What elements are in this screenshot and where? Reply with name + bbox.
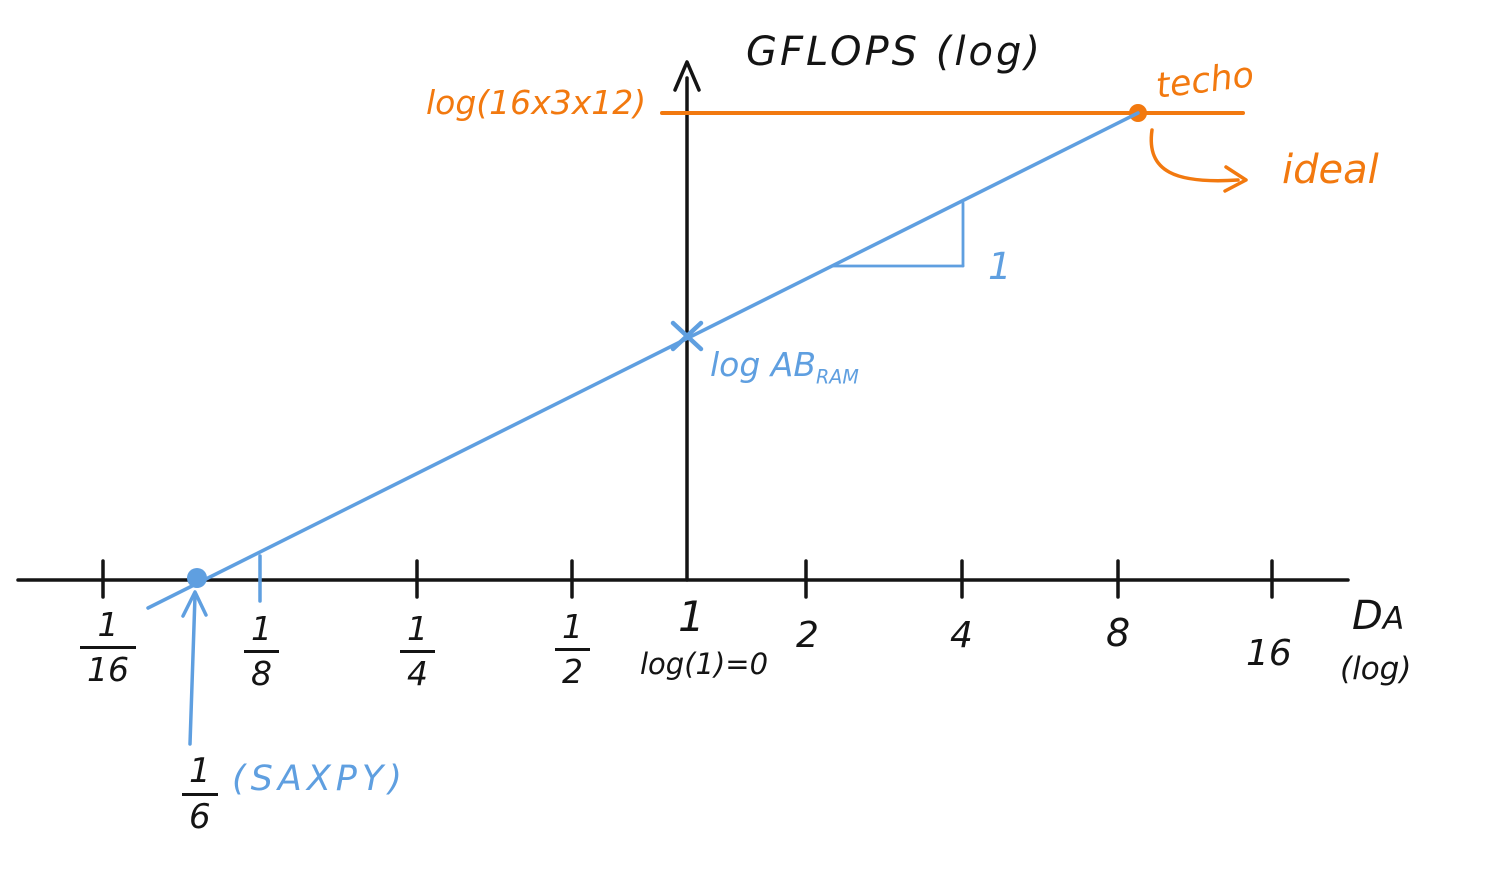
x-axis-scale-note: (log) [1340, 651, 1412, 687]
memory-roofline-line [146, 111, 1140, 610]
x-axis-name-sub: A [1382, 601, 1405, 637]
intersection-x-marker [670, 320, 704, 352]
saxpy-arrowhead-icon [181, 590, 208, 618]
x-tick-label-1-8: 1 8 [244, 610, 279, 693]
x-axis-name: DA [1352, 596, 1404, 636]
x-tick-label-16: 16 [1246, 633, 1292, 674]
intercept-label-sub: RAM [816, 365, 859, 389]
x-tick-label-1-2: 1 2 [555, 608, 590, 691]
x-tick-label-4: 4 [950, 615, 973, 656]
saxpy-point [187, 568, 207, 588]
ideal-arrow [1149, 128, 1240, 183]
ceiling-value-label: log(16x3x12) [426, 83, 647, 122]
intercept-label: log ABRAM [710, 348, 859, 387]
origin-note: log(1)=0 [640, 647, 769, 681]
x-tick-label-1-4: 1 4 [400, 610, 435, 693]
saxpy-fraction: 1 6 [182, 751, 218, 837]
x-tick-label-1: 1 [678, 592, 705, 641]
intercept-label-main: log AB [710, 345, 817, 384]
saxpy-arrow [188, 594, 197, 746]
x-tick-label-1-16: 1 16 [80, 606, 136, 689]
chart-title: GFLOPS (log) [746, 29, 1043, 75]
x-tick-label-8: 8 [1106, 611, 1131, 655]
ideal-arrowhead-icon [1223, 165, 1248, 193]
ideal-label: ideal [1282, 147, 1379, 193]
y-axis-arrowhead-icon [673, 60, 701, 92]
x-tick-label-2: 2 [796, 615, 819, 656]
saxpy-label: (SAXPY) [232, 759, 407, 799]
x-axis-name-main: D [1352, 593, 1383, 639]
slope-label: 1 [988, 245, 1012, 288]
